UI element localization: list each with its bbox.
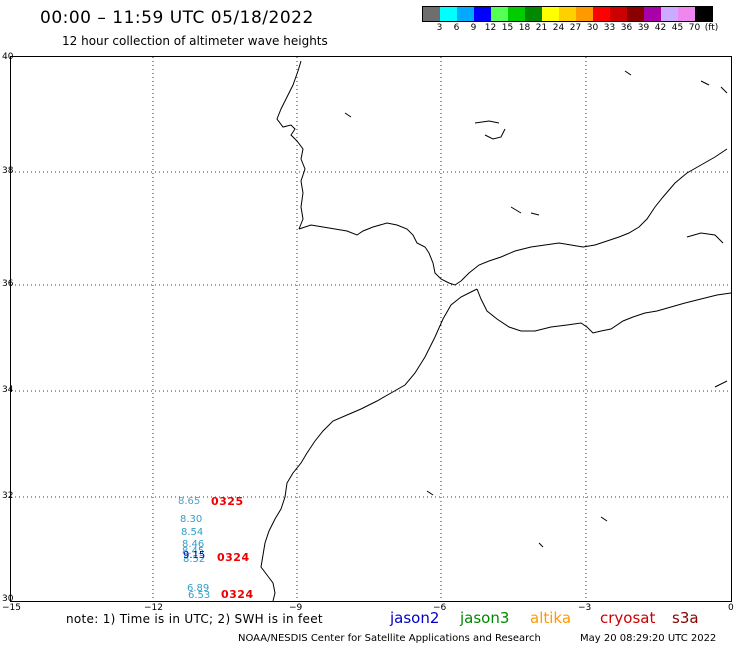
spain-med-coast: [460, 148, 728, 282]
colorbar-swatch: [508, 7, 525, 21]
colorbar-label: 27: [569, 23, 582, 33]
colorbar-label: 42: [654, 23, 667, 33]
island-7: [510, 206, 522, 214]
colorbar-label: 33: [603, 23, 616, 33]
island-2: [484, 128, 506, 140]
gulf-cadiz-coast: [298, 222, 462, 286]
legend-altika: altika: [530, 609, 572, 627]
colorbar-swatch: [542, 7, 559, 21]
legend-cryosat: cryosat: [600, 609, 656, 627]
portugal-coast: [276, 60, 306, 230]
morocco-med-coast: [476, 288, 732, 334]
colorbar-label: 24: [552, 23, 565, 33]
colorbar-label: 15: [501, 23, 514, 33]
page-title: 00:00 – 11:59 UTC 05/18/2022: [40, 8, 314, 28]
x-label-12w: −12: [144, 603, 163, 613]
obs-value: 8.52: [183, 554, 206, 565]
colorbar-swatch: [610, 7, 627, 21]
colorbar-label: 30: [586, 23, 599, 33]
obs-value: 8.46: [182, 539, 205, 550]
y-label-30: 30: [2, 594, 14, 604]
map-frame: [10, 56, 732, 602]
colorbar-swatch: [576, 7, 593, 21]
colorbar-label: 3: [436, 23, 443, 33]
colorbar-swatch: [474, 7, 491, 21]
island-6: [686, 232, 724, 244]
colorbar-swatch: [423, 7, 440, 21]
obs-value: 9.15: [183, 550, 206, 561]
footer-timestamp: May 20 08:29:20 UTC 2022: [580, 633, 717, 644]
x-label-15w: −15: [2, 603, 21, 613]
island-5: [720, 86, 728, 94]
cryosat-time-label: 0325: [211, 495, 244, 508]
colorbar-swatch: [695, 7, 712, 21]
island-4: [700, 80, 710, 86]
cryosat-time-label: 0324: [221, 588, 254, 601]
legend-jason2: jason2: [390, 609, 440, 627]
colorbar-swatch: [627, 7, 644, 21]
colorbar-label: 18: [518, 23, 531, 33]
island-3: [624, 70, 632, 76]
x-label-3w: −3: [578, 603, 592, 613]
colorbar-label: 12: [484, 23, 497, 33]
obs-value: 8.54: [181, 527, 204, 538]
x-label-0: 0: [728, 603, 734, 613]
colorbar-label: 6: [453, 23, 460, 33]
colorbar-label: 36: [620, 23, 633, 33]
y-label-34: 34: [2, 385, 14, 395]
legend-s3a: s3a: [672, 609, 699, 627]
obs-value: 8.45: [182, 546, 205, 557]
page-subtitle: 12 hour collection of altimeter wave hei…: [62, 34, 328, 48]
x-label-6w: −6: [433, 603, 447, 613]
colorbar-swatch: [678, 7, 695, 21]
obs-value: 6.53: [188, 590, 211, 601]
colorbar-swatch: [525, 7, 542, 21]
x-label-9w: −9: [289, 603, 303, 613]
island-8: [530, 212, 540, 216]
y-label-38: 38: [2, 166, 14, 176]
colorbar-label: (ft): [704, 23, 719, 33]
colorbar: [422, 6, 713, 22]
colorbar-swatch: [593, 7, 610, 21]
colorbar-swatch: [440, 7, 457, 21]
footer-credit: NOAA/NESDIS Center for Satellite Applica…: [238, 633, 541, 644]
colorbar-swatch: [661, 7, 678, 21]
island-11: [600, 516, 608, 522]
cryosat-time-label: 0324: [217, 551, 250, 564]
colorbar-swatch: [559, 7, 576, 21]
y-label-36: 36: [2, 279, 14, 289]
morocco-atlantic-coast: [260, 288, 478, 602]
island-12: [538, 542, 544, 548]
footnote: note: 1) Time is in UTC; 2) SWH is in fe…: [66, 612, 323, 626]
obs-value: 8.30: [180, 514, 203, 525]
colorbar-swatch: [457, 7, 474, 21]
colorbar-label: 9: [470, 23, 477, 33]
y-label-40: 40: [2, 52, 14, 62]
colorbar-swatch: [491, 7, 508, 21]
island-9: [344, 112, 352, 118]
colorbar-label: 45: [671, 23, 684, 33]
y-label-32: 32: [2, 491, 14, 501]
legend-jason3: jason3: [460, 609, 510, 627]
colorbar-swatch: [644, 7, 661, 21]
colorbar-label: 21: [535, 23, 548, 33]
colorbar-label: 39: [637, 23, 650, 33]
island-13: [714, 380, 728, 388]
colorbar-label: 70: [688, 23, 701, 33]
graticule: [11, 57, 731, 601]
island-1: [474, 120, 500, 124]
obs-value: 8.65: [178, 496, 201, 507]
obs-value: 6.89: [187, 583, 210, 594]
map-canvas: [11, 57, 732, 602]
coastline: [260, 60, 732, 602]
island-10: [426, 490, 434, 496]
